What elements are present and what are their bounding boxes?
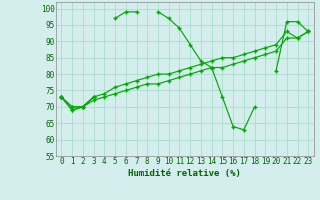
X-axis label: Humidité relative (%): Humidité relative (%) [128, 169, 241, 178]
